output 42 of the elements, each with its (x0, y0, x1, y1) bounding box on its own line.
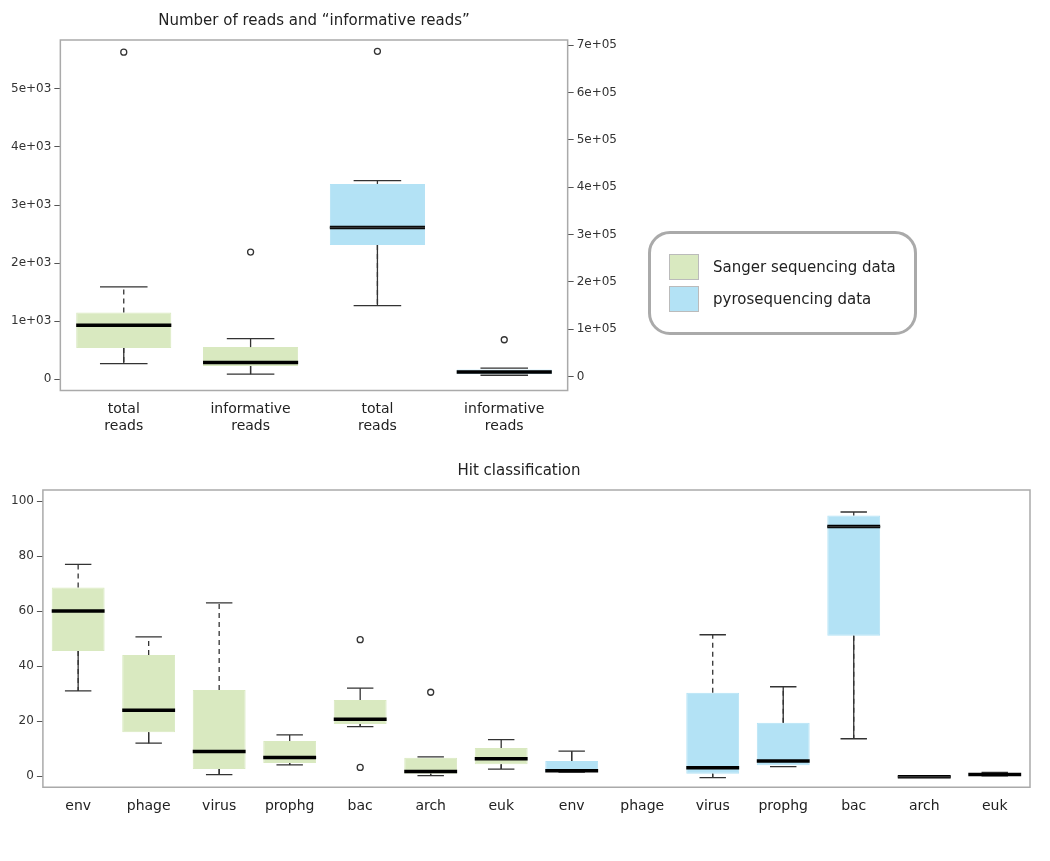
y-tick-label: 60 (18, 603, 34, 618)
x-tick-label: prophg (758, 797, 808, 814)
y-tick-label: 80 (18, 548, 34, 563)
y-tick-label: 2e+03 (11, 255, 52, 270)
x-tick-label: total reads (358, 400, 397, 434)
x-tick-label: total reads (104, 400, 144, 434)
y2-tick-label: 3e+05 (576, 226, 617, 241)
x-tick-label: informative reads (210, 400, 291, 434)
x-tick-label: phage (620, 797, 665, 814)
x-tick-label: arch (415, 797, 446, 814)
x-tick-label: env (558, 797, 585, 814)
x-tick-label: virus (695, 797, 730, 814)
y2-tick-label: 1e+05 (576, 321, 617, 336)
y-tick-label: 40 (18, 658, 34, 673)
x-tick-label: bac (841, 797, 867, 814)
y2-tick-label: 4e+05 (576, 179, 617, 194)
x-tick-label: informative reads (464, 400, 545, 434)
y2-tick-label: 7e+05 (576, 37, 617, 52)
chart-title: Hit classification (457, 460, 581, 479)
legend-label: pyrosequencing data (713, 290, 872, 308)
y-tick-label: 0 (26, 768, 34, 783)
x-tick-label: euk (488, 797, 515, 814)
y-tick-label: 0 (43, 371, 52, 386)
x-tick-label: arch (908, 797, 940, 814)
y-tick-label: 4e+03 (11, 139, 52, 154)
y-tick-label: 1e+03 (11, 313, 52, 328)
y-tick-label: 100 (11, 493, 34, 508)
x-tick-label: env (65, 797, 92, 814)
x-tick-label: phage (126, 797, 171, 814)
x-tick-label: euk (981, 797, 1009, 814)
x-tick-label: prophg (264, 797, 315, 814)
y-tick-label: 3e+03 (11, 197, 52, 212)
y2-tick-label: 2e+05 (576, 274, 617, 289)
y2-tick-label: 6e+05 (576, 84, 617, 99)
y-tick-label: 5e+03 (11, 80, 52, 95)
chart-title: Number of reads and “informative reads” (158, 10, 470, 29)
legend-label: Sanger sequencing data (713, 258, 896, 276)
x-tick-label: virus (202, 797, 237, 814)
x-tick-label: bac (347, 797, 373, 814)
y-tick-label: 20 (18, 713, 34, 728)
y2-tick-label: 5e+05 (576, 132, 617, 147)
y2-tick-label: 0 (576, 368, 585, 383)
